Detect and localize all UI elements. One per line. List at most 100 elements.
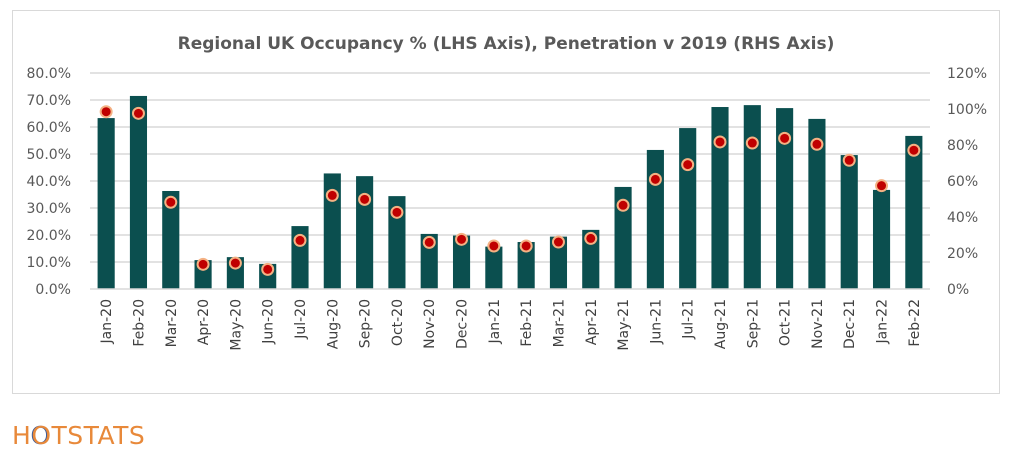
x-axis: Jan-20 Feb-20 Mar-20 Apr-20 May-20 Jun-20 Jul-… [99, 299, 923, 351]
x-tick-label: Jun-21 [648, 299, 664, 345]
bar-series [97, 95, 923, 290]
bar [97, 118, 115, 289]
bar [840, 155, 858, 289]
x-tick-label: Sep-20 [358, 299, 374, 348]
y-left-tick-label: 70.0% [27, 93, 71, 109]
bar [614, 186, 632, 289]
bar [452, 235, 471, 289]
bar [356, 176, 374, 289]
bar [872, 189, 891, 289]
y-left-tick-label: 0.0% [35, 282, 71, 298]
x-tick-label: Apr-20 [196, 299, 212, 345]
dot-point [325, 188, 339, 202]
dot-point [228, 256, 242, 270]
x-tick-label: Nov-20 [422, 299, 438, 349]
y-left-tick-label: 10.0% [27, 255, 71, 271]
y-left-tick-label: 60.0% [27, 120, 71, 136]
x-tick-label: Jan-20 [99, 299, 115, 344]
x-tick-label: Jul-20 [293, 299, 309, 340]
bar [420, 233, 438, 289]
dot-point [293, 233, 307, 247]
dot-point [648, 172, 662, 186]
x-tick-label: Feb-20 [131, 299, 147, 347]
dot-point [842, 153, 856, 167]
dot-point [875, 179, 889, 193]
x-tick-label: Mar-21 [551, 299, 567, 347]
logo-o: O [31, 421, 52, 450]
x-tick-label: Dec-20 [455, 299, 471, 349]
x-tick-label: Feb-22 [907, 299, 923, 347]
dot-point [164, 195, 178, 209]
gridlines [90, 72, 930, 263]
dot-point [713, 135, 727, 149]
dot-point [390, 205, 404, 219]
dot-point [907, 143, 921, 157]
y-right-tick-label: 40% [947, 210, 978, 226]
bar [549, 236, 568, 289]
chart-svg: Regional UK Occupancy % (LHS Axis), Pene… [27, 34, 988, 351]
x-tick-label: Jan-21 [487, 299, 503, 344]
x-tick-label: Aug-20 [325, 299, 341, 349]
bar [323, 173, 341, 289]
x-tick-label: May-21 [616, 299, 632, 351]
bar [776, 108, 794, 289]
dot-point [810, 137, 824, 151]
bar [905, 135, 923, 289]
dot-point [196, 257, 210, 271]
y-left-tick-label: 80.0% [27, 66, 71, 82]
dot-point [487, 239, 501, 253]
x-tick-label: Dec-21 [842, 299, 858, 349]
bar [743, 105, 761, 289]
x-tick-label: Oct-20 [390, 299, 406, 346]
y-right-tick-label: 0% [947, 282, 969, 298]
y-right-tick-label: 60% [947, 174, 978, 190]
y-axis-left: 0.0% 10.0% 20.0% 30.0% 40.0% 50.0% 60.0% 70.0% 8… [27, 66, 71, 298]
dot-point [455, 232, 469, 246]
y-left-tick-label: 20.0% [27, 228, 71, 244]
x-tick-label: Aug-21 [713, 299, 729, 349]
dot-point [745, 136, 759, 150]
dot-point [551, 235, 565, 249]
bar [582, 229, 600, 289]
y-axis-right: 0% 20% 40% 60% 80% 100% 120% [947, 66, 987, 298]
y-right-tick-label: 80% [947, 138, 978, 154]
x-tick-label: Jun-20 [261, 299, 277, 345]
dot-point [261, 262, 275, 276]
bar [679, 128, 697, 289]
x-tick-label: Jan-22 [875, 299, 891, 344]
y-right-tick-label: 120% [947, 66, 987, 82]
x-tick-label: Oct-21 [778, 299, 794, 346]
x-tick-label: Apr-21 [584, 299, 600, 345]
y-left-tick-label: 50.0% [27, 147, 71, 163]
bar [517, 242, 535, 289]
bar [646, 149, 664, 289]
bar [808, 118, 826, 290]
dot-point [422, 235, 436, 249]
bar [485, 246, 503, 289]
dot-point [519, 239, 533, 253]
dot-series [99, 105, 921, 276]
x-tick-label: May-20 [228, 299, 244, 351]
dot-point [99, 105, 113, 119]
chart-title: Regional UK Occupancy % (LHS Axis), Pene… [178, 34, 835, 54]
x-tick-label: Sep-21 [745, 299, 761, 348]
y-right-tick-label: 20% [947, 246, 978, 262]
bar [388, 196, 406, 289]
x-tick-label: Feb-21 [519, 299, 535, 347]
y-left-tick-label: 40.0% [27, 174, 71, 190]
bar [129, 95, 148, 289]
bar [162, 190, 180, 289]
bar [711, 107, 729, 290]
dot-point [616, 198, 630, 212]
x-tick-label: Nov-21 [810, 299, 826, 349]
logo-text-pre: H [12, 421, 32, 450]
dot-point [681, 158, 695, 172]
y-left-tick-label: 30.0% [27, 201, 71, 217]
dot-point [358, 192, 372, 206]
y-right-tick-label: 100% [947, 102, 987, 118]
hotstats-logo: HOTSTATS [12, 421, 145, 450]
dot-point [131, 106, 145, 120]
logo-text-post: TSTATS [51, 421, 146, 450]
x-tick-label: Jul-21 [681, 299, 697, 340]
x-tick-label: Mar-20 [164, 299, 180, 347]
